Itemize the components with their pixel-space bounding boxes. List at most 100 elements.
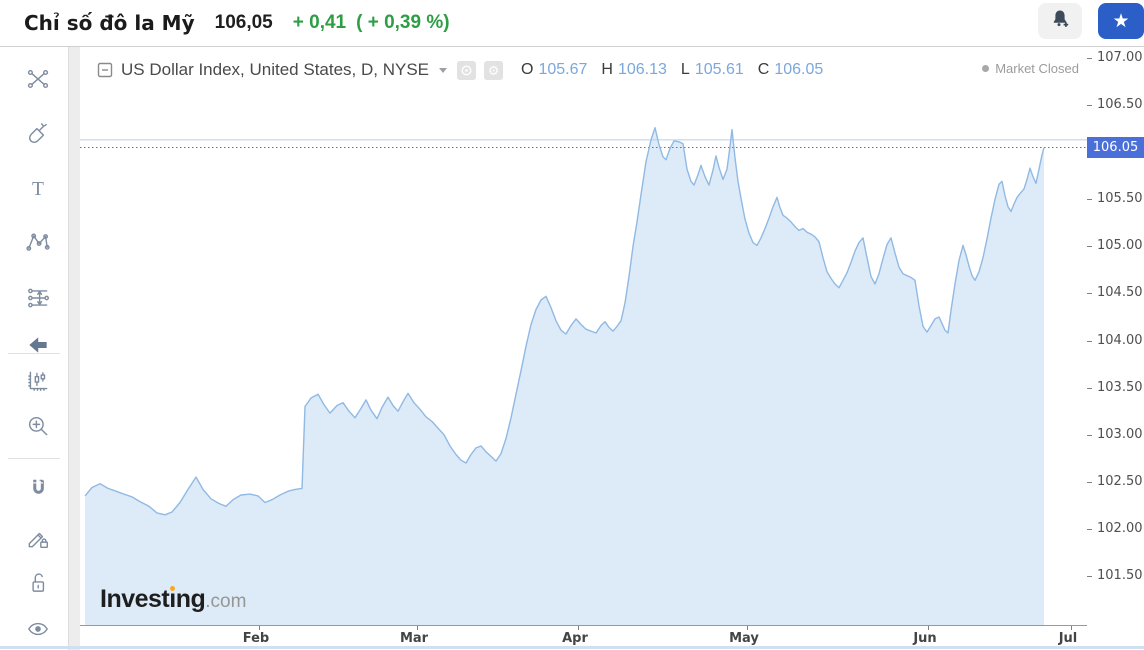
y-axis-tick <box>1087 529 1092 530</box>
back-arrow-icon <box>29 337 47 353</box>
y-axis-tick <box>1087 341 1092 342</box>
price-axis[interactable]: 106.05 107.00106.50106.00105.50105.00104… <box>1087 47 1144 626</box>
zoom-in-icon <box>28 416 48 436</box>
y-axis-tick <box>1087 105 1092 106</box>
hide-toolbar-button[interactable] <box>24 331 52 359</box>
high-label: H <box>601 61 613 78</box>
investing-logo[interactable]: Investı ng .com <box>100 585 246 614</box>
zoom-in-tool[interactable] <box>24 412 52 440</box>
close-value: 106.05 <box>774 61 824 78</box>
quick-compare-button[interactable] <box>457 60 477 80</box>
brush-tool[interactable] <box>24 120 52 148</box>
y-axis-tick <box>1087 435 1092 436</box>
price-area-chart <box>80 126 1087 625</box>
x-axis-label: May <box>729 631 759 646</box>
forecast-tool[interactable] <box>24 284 52 312</box>
brush-icon <box>29 123 47 143</box>
eye-icon <box>28 622 48 636</box>
y-axis-tick <box>1087 576 1092 577</box>
x-axis-tick <box>578 626 579 630</box>
open-value: 105.67 <box>538 61 588 78</box>
instrument-change: + 0,41 ( + 0,39 %) <box>293 12 450 34</box>
x-axis-tick <box>417 626 418 630</box>
last-price-badge: 106.05 <box>1087 137 1144 158</box>
x-axis-label: Jun <box>913 631 937 646</box>
y-axis-label: 103.00 <box>1097 427 1143 442</box>
y-axis-label: 102.50 <box>1097 474 1143 489</box>
page-header: Chỉ số đô la Mỹ 106,05 + 0,41 ( + 0,39 %… <box>0 0 1144 45</box>
xabcd-pattern-icon <box>26 233 50 251</box>
y-axis-tick <box>1087 293 1092 294</box>
y-axis-label: 103.50 <box>1097 380 1143 395</box>
y-axis-label: 101.50 <box>1097 568 1143 583</box>
bar-pattern-icon <box>28 371 48 391</box>
area-fill <box>85 127 1044 625</box>
magnet-mode-button[interactable] <box>24 475 52 503</box>
create-alert-button[interactable] <box>1038 3 1082 39</box>
symbol-title[interactable]: US Dollar Index, United States, D, NYSE <box>121 60 430 79</box>
low-label: L <box>680 61 690 78</box>
ohlc-values: O 105.67 H 106.13 L 105.61 C 106.05 <box>521 61 823 79</box>
lock-all-button[interactable] <box>24 569 52 597</box>
y-axis-label: 104.00 <box>1097 333 1143 348</box>
x-axis-tick <box>928 626 929 630</box>
x-axis-tick <box>747 626 748 630</box>
low-value: 105.61 <box>694 61 744 78</box>
xabcd-pattern-tool[interactable] <box>24 229 52 257</box>
price-line <box>84 126 1045 516</box>
chevron-down-icon[interactable] <box>439 67 448 73</box>
y-axis-tick <box>1087 482 1092 483</box>
x-axis-label: Apr <box>562 631 588 646</box>
y-axis-label: 107.00 <box>1097 50 1143 65</box>
bell-plus-icon <box>1048 7 1072 36</box>
change-percent: ( + 0,39 %) <box>356 11 450 33</box>
y-axis-label: 105.00 <box>1097 238 1143 253</box>
instrument-price: 106,05 <box>214 11 273 33</box>
market-status-label: Market Closed <box>995 61 1079 76</box>
y-axis-label: 106.50 <box>1097 97 1143 112</box>
drawing-toolbar: T <box>0 47 68 650</box>
open-label: O <box>521 61 534 78</box>
toolbar-divider <box>8 458 60 459</box>
y-axis-label: 104.50 <box>1097 285 1143 300</box>
hide-drawings-button[interactable] <box>24 615 52 643</box>
y-axis-label: 105.50 <box>1097 191 1143 206</box>
instrument-summary: Chỉ số đô la Mỹ 106,05 + 0,41 ( + 0,39 %… <box>24 0 450 45</box>
y-axis-tick <box>1087 246 1092 247</box>
change-value: + 0,41 <box>292 11 347 33</box>
chart-legend: US Dollar Index, United States, D, NYSE … <box>97 58 823 82</box>
x-axis-tick <box>259 626 260 630</box>
star-icon: ★ <box>1112 10 1130 32</box>
collapse-minus-icon[interactable] <box>97 62 113 78</box>
chart-settings-button[interactable]: ⚙ <box>484 60 504 80</box>
chart-plot-area[interactable]: US Dollar Index, United States, D, NYSE … <box>80 47 1088 626</box>
y-axis-tick <box>1087 58 1092 59</box>
high-value: 106.13 <box>617 61 667 78</box>
logo-orange-dot <box>170 586 176 591</box>
market-status: Market Closed <box>982 61 1079 76</box>
bottom-accent-strip <box>0 646 1144 649</box>
toolbar-divider <box>8 353 60 354</box>
magnet-icon <box>33 479 44 494</box>
y-axis-tick <box>1087 199 1092 200</box>
close-label: C <box>757 61 770 78</box>
trend-lines-tool[interactable] <box>24 65 52 93</box>
y-axis-tick <box>1087 388 1092 389</box>
lock-drawings-button[interactable] <box>24 524 52 552</box>
page-title: Chỉ số đô la Mỹ <box>24 10 195 35</box>
bar-pattern-tool[interactable] <box>24 367 52 395</box>
logo-text: Investı ng <box>100 585 206 613</box>
trend-lines-icon <box>27 69 49 89</box>
gear-icon: ⚙ <box>487 62 500 78</box>
chart-widget: T <box>0 46 1144 650</box>
x-axis-label: Feb <box>242 631 270 646</box>
unlock-icon <box>32 573 45 592</box>
logo-suffix: .com <box>205 591 247 612</box>
status-dot-icon <box>982 65 990 72</box>
drawing-lock-icon <box>28 532 49 549</box>
favorite-button[interactable]: ★ <box>1098 3 1144 39</box>
target-icon <box>461 64 472 76</box>
text-tool[interactable]: T <box>24 175 52 203</box>
forecast-tool-icon <box>28 288 49 308</box>
x-axis-label: Jul <box>1058 631 1078 646</box>
